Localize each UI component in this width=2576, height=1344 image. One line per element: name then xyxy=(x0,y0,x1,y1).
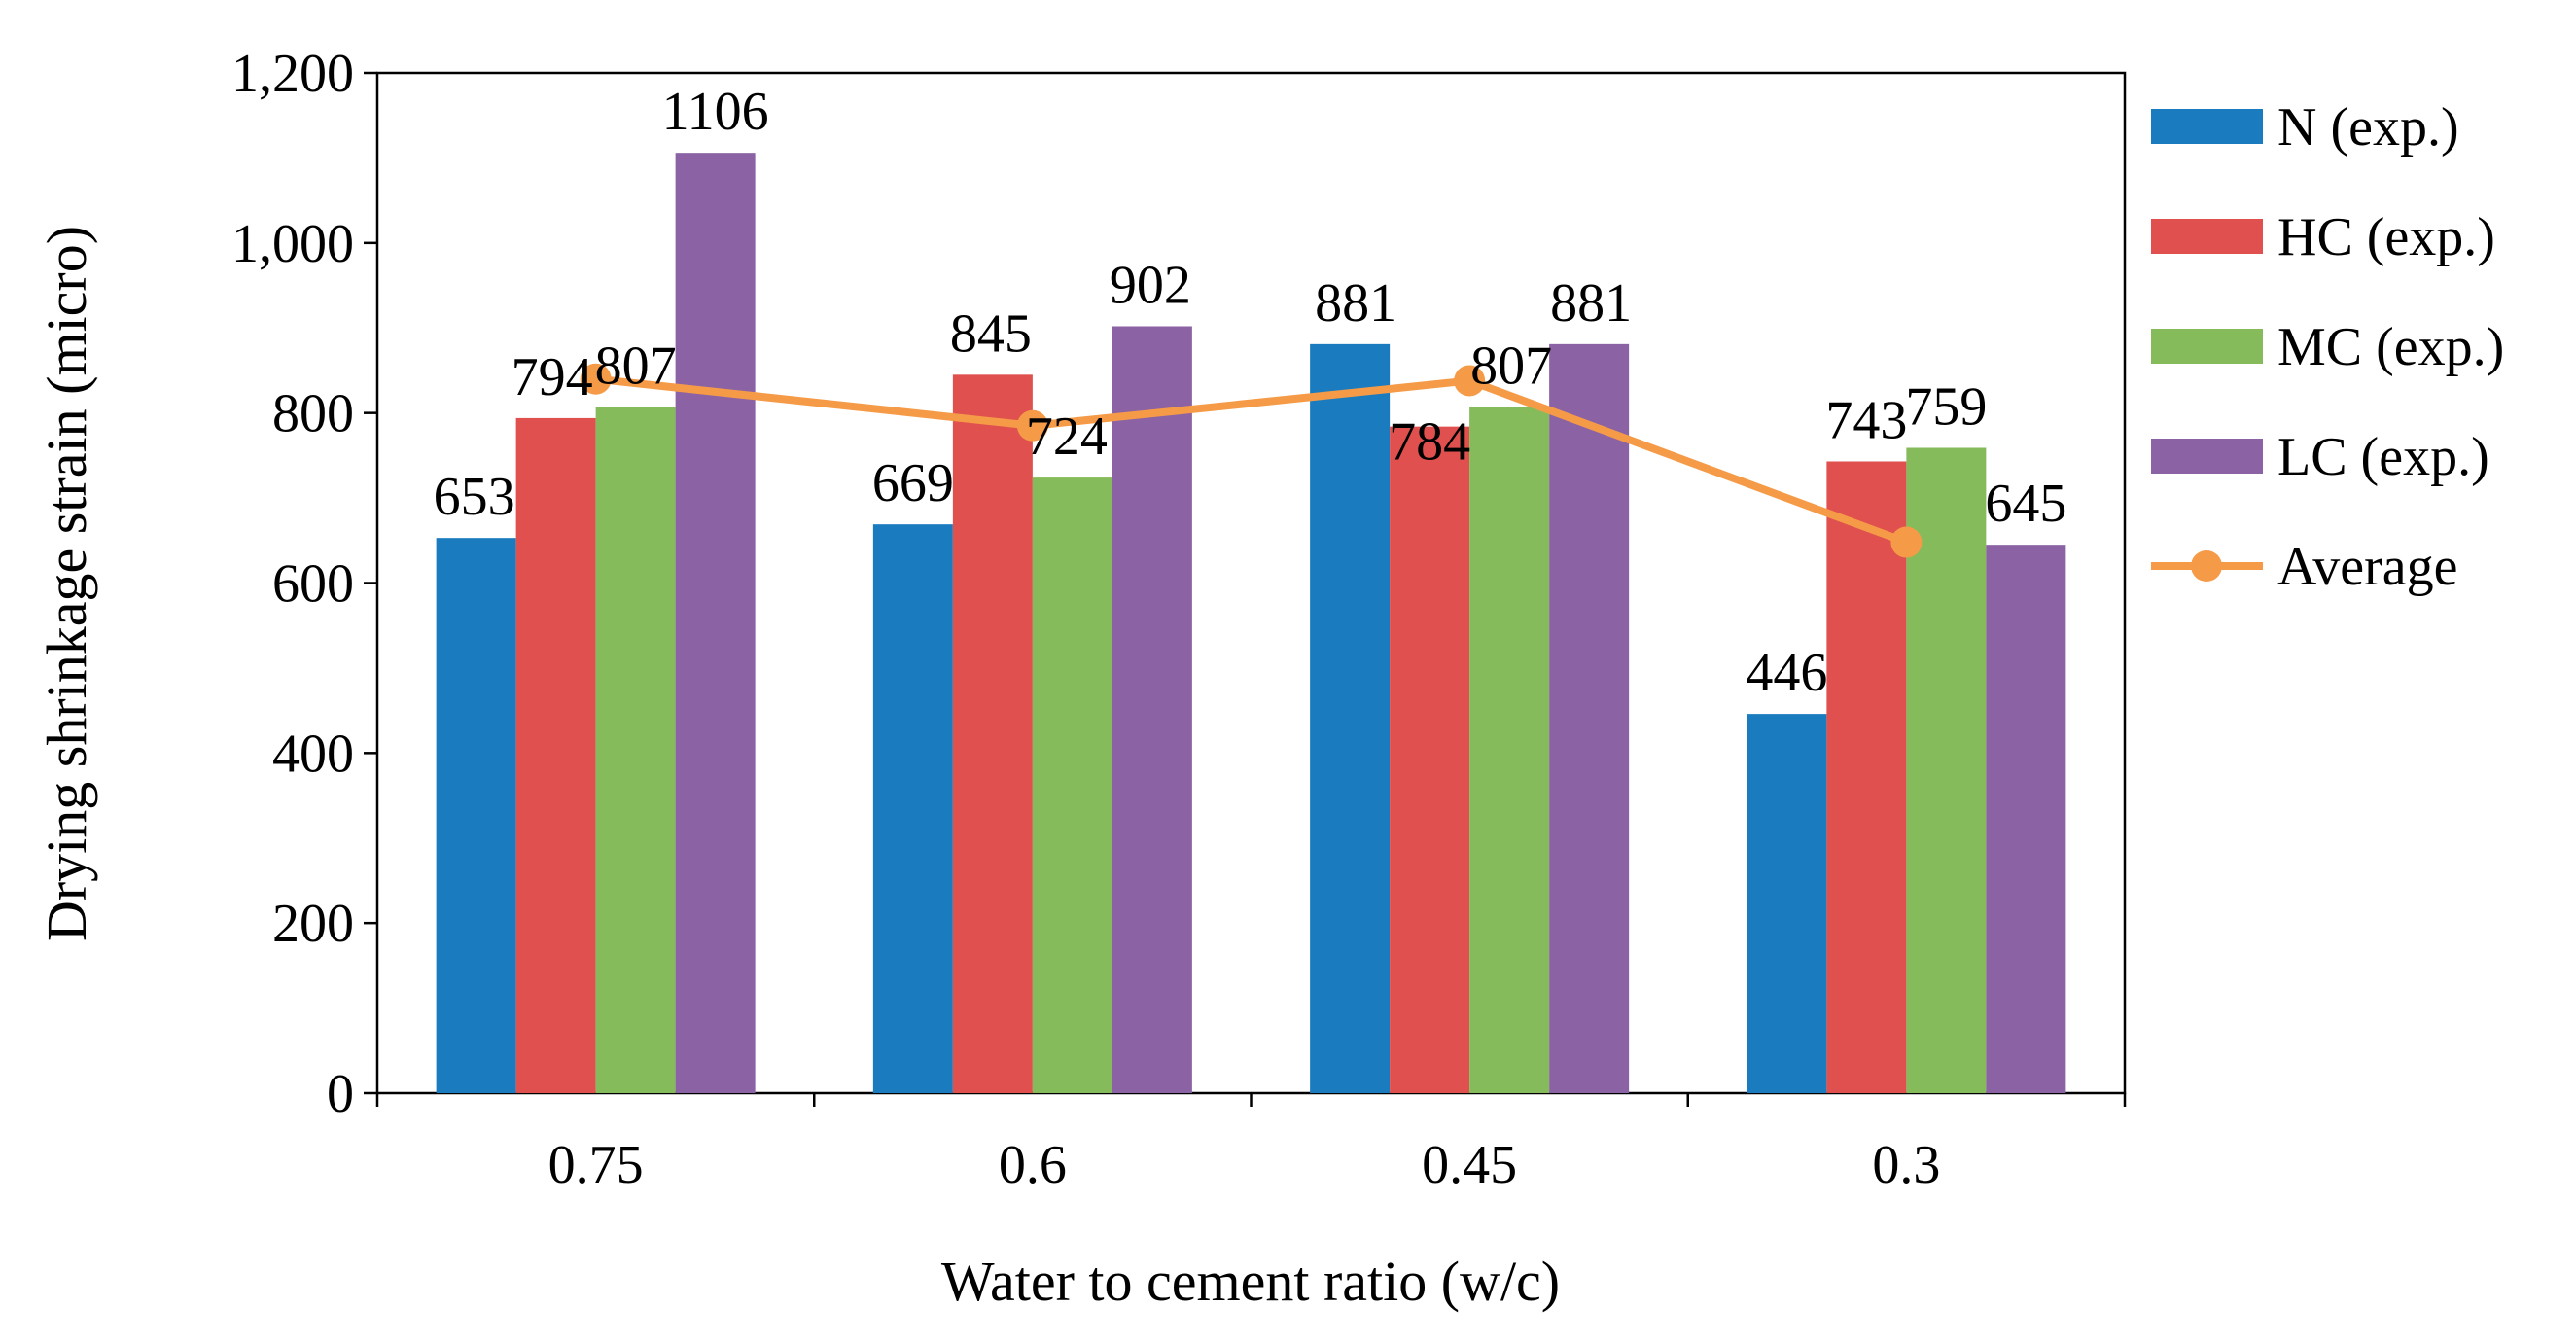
bar xyxy=(595,407,676,1093)
x-tick-label: 0.45 xyxy=(1422,1135,1517,1195)
bar-value-label: 881 xyxy=(1315,273,1396,334)
bar-value-label: 645 xyxy=(1985,474,2066,534)
bar xyxy=(1469,407,1550,1093)
x-tick-label: 0.3 xyxy=(1872,1135,1940,1195)
bar-value-label: 653 xyxy=(434,467,515,527)
bar-value-label: 902 xyxy=(1110,256,1191,316)
legend-label: HC (exp.) xyxy=(2277,207,2495,267)
x-tick-label: 0.75 xyxy=(548,1135,644,1195)
bar xyxy=(1826,461,1907,1094)
x-axis-title: Water to cement ratio (w/c) xyxy=(941,1250,1560,1313)
average-marker xyxy=(580,363,612,395)
legend-label: N (exp.) xyxy=(2277,97,2459,158)
bar xyxy=(872,524,953,1093)
bar xyxy=(1986,545,2066,1093)
average-marker xyxy=(1454,365,1486,397)
bar-value-label: 784 xyxy=(1389,412,1470,473)
legend-swatch xyxy=(2151,219,2263,254)
bar xyxy=(436,538,516,1093)
bar-value-label: 1106 xyxy=(662,82,769,142)
y-tick-label: 800 xyxy=(272,384,354,444)
bar xyxy=(1747,714,1827,1093)
y-tick-label: 200 xyxy=(272,894,354,954)
bar-group xyxy=(436,153,2066,1094)
y-tick-label: 0 xyxy=(327,1064,354,1124)
legend-label: MC (exp.) xyxy=(2277,317,2504,377)
bar-value-label: 724 xyxy=(1026,407,1108,467)
legend-marker xyxy=(2191,550,2222,582)
x-tick-label: 0.6 xyxy=(999,1135,1067,1195)
legend-swatch xyxy=(2151,439,2263,474)
bar-value-label: 446 xyxy=(1746,643,1827,703)
average-marker xyxy=(1016,409,1048,442)
bar-value-label: 807 xyxy=(595,336,677,397)
bar-value-label: 669 xyxy=(872,453,954,513)
legend: N (exp.) HC (exp.) MC (exp.) LC (exp.) Avera… xyxy=(2151,97,2504,597)
y-axis-title: Drying shrinkage strain (micro) xyxy=(35,226,98,941)
legend-swatch xyxy=(2151,329,2263,364)
bar-value-label: 807 xyxy=(1470,336,1552,397)
bar-value-label: 845 xyxy=(950,303,1032,364)
y-tick-label: 1,000 xyxy=(231,214,354,274)
average-line-group xyxy=(580,363,1923,558)
bar-value-label: 881 xyxy=(1550,273,1632,334)
bar xyxy=(1390,426,1470,1093)
bar xyxy=(675,153,756,1094)
bar-value-label: 743 xyxy=(1825,390,1907,450)
legend-swatch xyxy=(2151,109,2263,144)
bar xyxy=(1906,447,1987,1093)
bar xyxy=(1549,343,1630,1094)
legend-label: Average xyxy=(2277,537,2458,597)
average-marker xyxy=(1890,526,1923,558)
bar xyxy=(1310,343,1391,1094)
bar xyxy=(952,374,1033,1093)
bar-value-label: 759 xyxy=(1905,377,1987,438)
average-line xyxy=(595,374,1908,547)
y-axis: 0 200 400 600 800 1,000 1,200 xyxy=(231,44,377,1124)
y-tick-label: 600 xyxy=(272,554,354,615)
bar-value-label: 794 xyxy=(512,347,593,407)
x-axis: 0.75 0.6 0.45 0.3 xyxy=(375,1093,2127,1195)
bar xyxy=(515,417,596,1094)
bar xyxy=(1112,326,1192,1093)
legend-label: LC (exp.) xyxy=(2277,427,2489,487)
y-tick-label: 1,200 xyxy=(231,44,354,104)
y-tick-label: 400 xyxy=(272,724,354,784)
bar xyxy=(1032,477,1112,1093)
